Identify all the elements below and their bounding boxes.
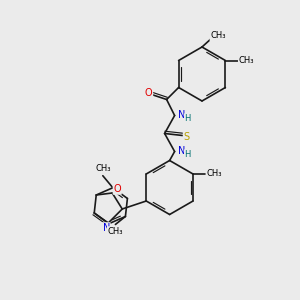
Text: CH₃: CH₃ [206,169,222,178]
Text: CH₃: CH₃ [238,56,254,65]
Text: H: H [184,150,191,159]
Text: S: S [184,131,190,142]
Text: N: N [178,146,185,155]
Text: O: O [113,184,121,194]
Text: N: N [178,110,185,121]
Text: CH₃: CH₃ [95,164,111,173]
Text: N: N [103,223,110,233]
Text: H: H [184,114,191,123]
Text: O: O [145,88,152,98]
Text: CH₃: CH₃ [108,227,123,236]
Text: CH₃: CH₃ [210,32,226,40]
